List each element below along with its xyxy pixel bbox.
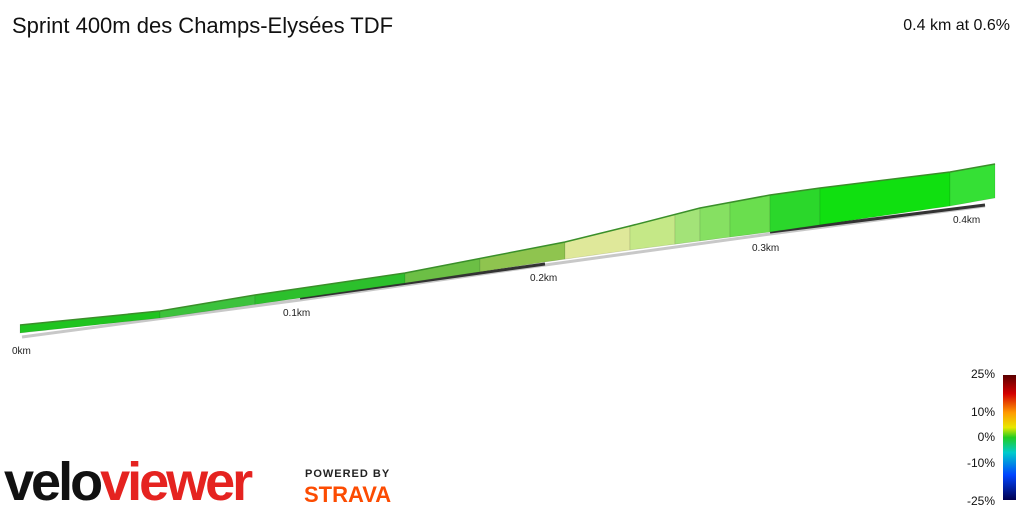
legend-label: 0% [978,430,996,444]
profile-segment [699,202,731,242]
distance-label: 0.1km [283,308,310,319]
profile-ribbon [19,163,996,334]
legend-label: 25% [971,367,995,381]
legend-label: 10% [971,405,995,419]
profile-edge [19,163,996,326]
distance-label: 0.2km [530,273,557,284]
legend-label: -10% [967,456,995,470]
distance-label: 0.4km [953,215,980,226]
base-mark [299,262,546,300]
gradient-legend-bar [1003,375,1016,500]
summary: 0.4 km at 0.6% [903,17,1010,34]
legend-label: -25% [967,494,995,508]
logo-left: velo [4,452,101,512]
logo: veloviewer [4,452,253,512]
distance-label: 0km [12,346,31,357]
base-mark [769,203,986,234]
logo-right: viewer [100,452,253,512]
partner-logo: STRAVA [304,482,391,507]
title: Sprint 400m des Champs-Elysées TDF [12,13,393,38]
distance-label: 0.3km [752,243,779,254]
powered-by: POWERED BY [305,468,390,480]
profile-segment [159,294,256,319]
